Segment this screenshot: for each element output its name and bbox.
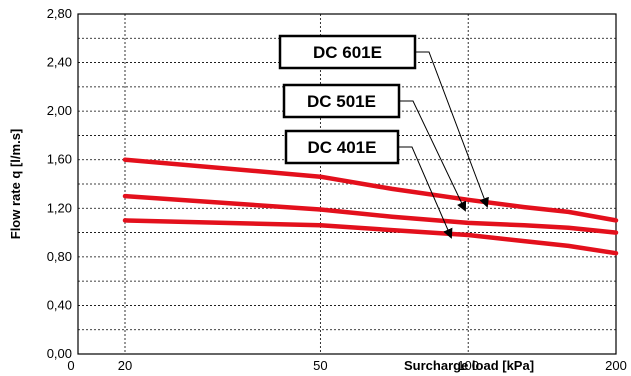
x-tick-label: 0	[67, 358, 74, 373]
x-tick-label: 20	[118, 358, 132, 373]
series-label: DC 501E	[307, 92, 376, 111]
y-tick-label: 1,60	[47, 152, 72, 167]
x-tick-label: 50	[313, 358, 327, 373]
y-tick-label: 2,00	[47, 103, 72, 118]
y-tick-label: 0,40	[47, 297, 72, 312]
series-label-box	[284, 129, 400, 165]
series-label: DC 601E	[313, 43, 382, 62]
y-tick-label: 0,00	[47, 346, 72, 361]
y-tick-label: 2,80	[47, 6, 72, 21]
series-line	[122, 218, 619, 256]
x-tick-labels: 0 20 50 100 200	[67, 358, 626, 373]
series-label-box	[282, 83, 401, 119]
y-axis-label: Flow rate q [l/m.s]	[8, 129, 23, 240]
x-axis-label: Surcharge load [kPa]	[404, 358, 534, 373]
series-callouts: DC 601E DC 501E DC 401E	[278, 34, 489, 239]
y-tick-label: 1,20	[47, 200, 72, 215]
plot-frame	[77, 13, 617, 355]
callout-arrow	[399, 100, 467, 212]
series-layer	[122, 157, 619, 256]
series-line	[122, 193, 619, 235]
y-tick-labels: 0,00 0,40 0,80 1,20 1,60 2,00 2,40 2,80	[47, 6, 72, 361]
callout-arrow	[415, 51, 489, 208]
y-tick-label: 0,80	[47, 249, 72, 264]
x-tick-label: 200	[605, 358, 627, 373]
callout-arrow	[398, 146, 453, 239]
y-tick-label: 2,40	[47, 55, 72, 70]
series-line	[122, 157, 619, 223]
series-label: DC 401E	[308, 138, 377, 157]
x-tick-label: 100	[457, 358, 479, 373]
